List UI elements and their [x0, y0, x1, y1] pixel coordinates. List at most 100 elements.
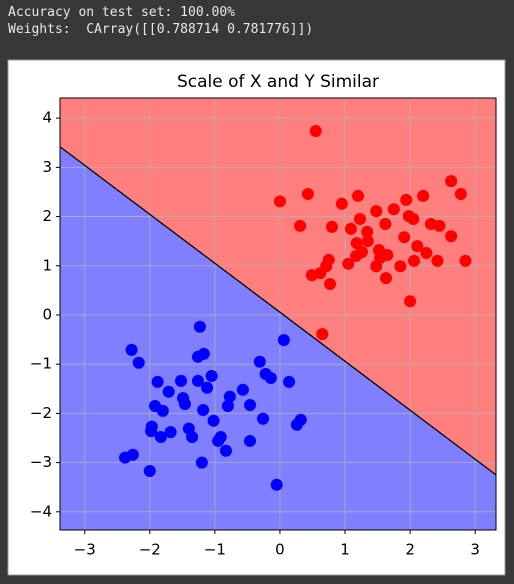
point [197, 403, 210, 416]
x-tick-label: −1 [204, 541, 226, 559]
point [205, 369, 218, 382]
point [335, 197, 348, 210]
point [244, 434, 257, 447]
point [407, 213, 420, 226]
point [125, 343, 138, 356]
point [316, 328, 329, 341]
axes-frame [59, 97, 497, 531]
point [301, 187, 314, 200]
x-tick-label: 2 [405, 541, 415, 559]
point [445, 175, 458, 188]
point [305, 269, 318, 282]
x-tick-label: −3 [74, 541, 96, 559]
point [420, 246, 433, 259]
point [352, 189, 365, 202]
point [270, 478, 283, 491]
point [387, 203, 400, 216]
plot-area [60, 98, 496, 530]
x-tick-label: 0 [275, 541, 285, 559]
point [380, 272, 393, 285]
point [223, 390, 236, 403]
axes: −3 −2 −1 0 1 2 3 −4 −3 −2 −1 0 1 2 3 4 [30, 97, 497, 559]
point [257, 412, 270, 425]
output-line: Accuracy on test set: 100.00% [8, 5, 235, 20]
point [398, 231, 411, 244]
point [162, 385, 175, 398]
point [186, 431, 199, 444]
point [431, 254, 444, 267]
point [253, 355, 266, 368]
y-tick-label: −1 [30, 355, 52, 373]
point [212, 434, 225, 447]
point [400, 193, 413, 206]
x-tick-label: 3 [470, 541, 480, 559]
point [201, 381, 214, 394]
point [132, 356, 145, 369]
point [361, 235, 374, 248]
y-tick-label: −4 [30, 502, 52, 520]
point [350, 249, 363, 262]
point [195, 456, 208, 469]
y-tick-label: −2 [30, 404, 52, 422]
decision-boundary [60, 146, 496, 476]
x-tick-label: 1 [340, 541, 350, 559]
y-tick-label: 4 [42, 109, 52, 127]
point [379, 217, 392, 230]
chart-title: Scale of X and Y Similar [177, 72, 379, 92]
point [175, 374, 188, 387]
point [236, 383, 249, 396]
region-above [60, 98, 496, 475]
point [404, 295, 417, 308]
point [361, 225, 374, 238]
cell-output: Accuracy on test set: 100.00% Weights: CA… [8, 4, 313, 38]
point [221, 400, 234, 413]
point [372, 244, 385, 257]
y-tick-label: 3 [42, 158, 52, 176]
point [290, 418, 303, 431]
point [342, 257, 355, 270]
point [370, 205, 383, 218]
point [294, 219, 307, 232]
point [394, 260, 407, 273]
y-tick-label: 1 [42, 256, 52, 274]
point [154, 431, 167, 444]
y-tick-label: −3 [30, 453, 52, 471]
point [411, 240, 424, 253]
point [454, 187, 467, 200]
point [417, 189, 430, 202]
output-line: Weights: CArray([[0.788714 0.781776]]) [8, 22, 314, 37]
point [197, 347, 210, 360]
point [191, 374, 204, 387]
point [156, 404, 169, 417]
point [264, 371, 277, 384]
point [353, 213, 366, 226]
point [119, 451, 132, 464]
point [207, 414, 220, 427]
point [459, 254, 472, 267]
point [164, 426, 177, 439]
x-tick-label: −2 [139, 541, 161, 559]
point [151, 375, 164, 388]
point [370, 260, 383, 273]
point [344, 222, 357, 235]
point [408, 254, 421, 267]
point [193, 320, 206, 333]
point [178, 398, 191, 411]
y-tick-label: 2 [42, 207, 52, 225]
point [433, 219, 446, 232]
point [273, 195, 286, 208]
point [277, 334, 290, 347]
point [244, 399, 257, 412]
y-tick-label: 0 [42, 305, 52, 323]
point [350, 237, 363, 250]
point [143, 464, 156, 477]
point [326, 220, 339, 233]
point [445, 230, 458, 243]
point [283, 375, 296, 388]
point [219, 444, 232, 457]
point [309, 124, 322, 137]
point [324, 277, 337, 290]
point [145, 425, 158, 438]
